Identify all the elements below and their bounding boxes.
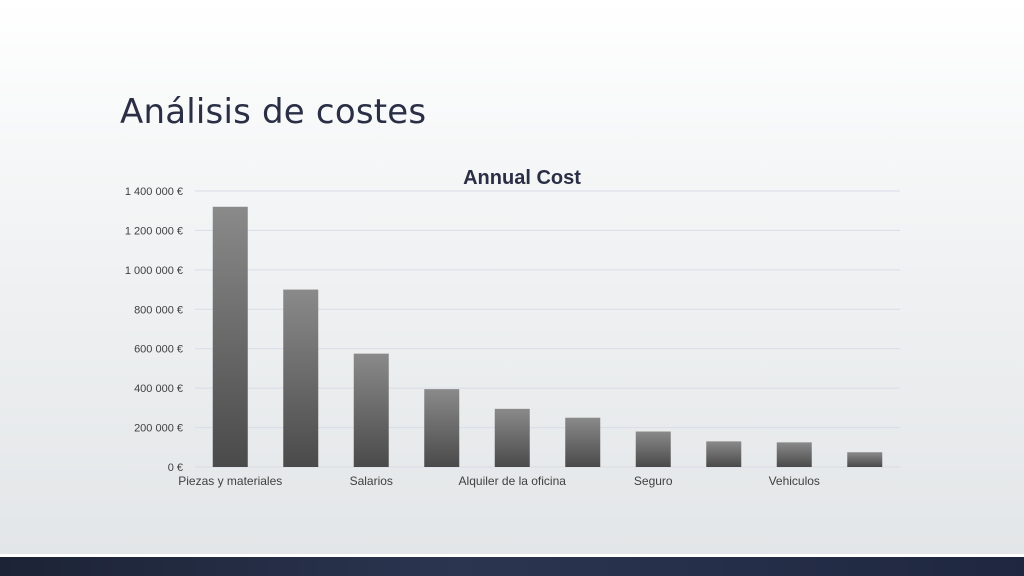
bar xyxy=(706,441,742,467)
y-tick-label: 400 000 € xyxy=(134,383,183,395)
bar xyxy=(635,431,671,467)
y-tick-label: 0 € xyxy=(168,462,183,474)
x-tick-label: Piezas y materiales xyxy=(178,474,282,488)
y-tick-label: 1 400 000 € xyxy=(125,186,183,198)
y-axis-ticks: 0 € 200 000 € 400 000 € 600 000 € 800 000 € 1… xyxy=(125,186,183,474)
bar xyxy=(212,206,248,467)
y-tick-label: 200 000 € xyxy=(134,423,183,435)
bar xyxy=(776,442,812,467)
footer-bar xyxy=(0,554,1024,576)
x-tick-label: Salarios xyxy=(350,474,393,488)
y-tick-label: 1 000 000 € xyxy=(125,265,183,277)
bars xyxy=(212,206,883,467)
slide-title: Análisis de costes xyxy=(120,92,427,132)
bar xyxy=(283,289,319,467)
x-tick-label: Vehiculos xyxy=(769,474,820,488)
y-tick-label: 1 200 000 € xyxy=(125,225,183,237)
bar xyxy=(424,389,460,467)
bar xyxy=(565,417,601,467)
y-tick-label: 800 000 € xyxy=(134,304,183,316)
x-tick-label: Alquiler de la oficina xyxy=(459,474,567,488)
x-tick-label: Seguro xyxy=(634,474,673,488)
y-tick-label: 600 000 € xyxy=(134,344,183,356)
bar xyxy=(847,452,883,467)
bar xyxy=(494,408,530,467)
chart-title: Annual Cost xyxy=(463,167,581,189)
x-axis-labels: Piezas y materiales Salarios Alquiler de l… xyxy=(178,474,820,488)
bar xyxy=(353,353,389,467)
